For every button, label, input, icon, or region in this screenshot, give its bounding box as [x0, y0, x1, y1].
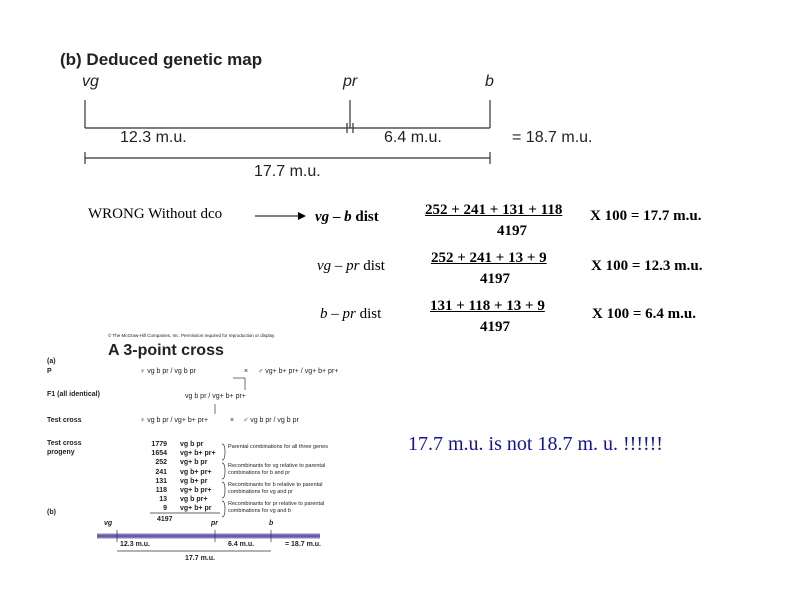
copyright: © The McGraw-Hill Companies, Inc. Permis… — [108, 333, 276, 338]
brace-label: Parental combinations for all three gene… — [228, 444, 328, 450]
distance-label: 12.3 m.u. — [120, 129, 187, 146]
dash: – — [332, 209, 341, 225]
genotype: vg b pr / vg+ b+ pr+ — [185, 393, 246, 400]
gene-label: pr — [211, 520, 218, 527]
distance-label: 6.4 m.u. — [228, 541, 255, 548]
gene: vg — [317, 258, 332, 274]
progeny-count: 13 — [159, 496, 167, 504]
row-label: Test cross progeny — [47, 440, 82, 457]
distance-sum: = 18.7 m.u. — [285, 541, 321, 548]
progeny-genotype: vg+ b pr+ — [180, 487, 212, 494]
conclusion: 17.7 m.u. is not 18.7 m. u. !!!!!! — [408, 433, 663, 455]
progeny-count: 241 — [155, 468, 167, 476]
result: X 100 = 6.4 m.u. — [592, 306, 696, 322]
dash: – — [331, 306, 339, 322]
denominator: 4197 — [480, 319, 510, 335]
progeny-genotype: vg b pr+ — [180, 496, 208, 504]
brace-label: Recombinants for vg relative to parental… — [228, 463, 326, 476]
distance-name: vg – pr dist — [317, 259, 385, 274]
progeny-genotype: vg b+ pr — [180, 477, 208, 485]
distance-label: 6.4 m.u. — [384, 129, 442, 146]
word: dist — [359, 306, 382, 322]
gene-label: vg — [82, 73, 99, 90]
map-title: (b) Deduced genetic map — [60, 50, 263, 69]
gene-label: b — [485, 73, 494, 90]
progeny-genotype: vg b pr — [180, 441, 204, 448]
gene: b — [344, 209, 352, 225]
progeny-count: 118 — [155, 487, 167, 494]
distance-total: 17.7 m.u. — [185, 555, 215, 562]
map-lines — [84, 100, 491, 164]
row-label: Test cross — [47, 417, 82, 424]
progeny-total: 4197 — [157, 516, 173, 523]
panel-label: (b) — [47, 509, 56, 516]
dash: – — [334, 258, 343, 274]
result: X 100 = 17.7 m.u. — [590, 208, 702, 224]
progeny-genotype: vg+ b+ pr+ — [180, 450, 216, 458]
genotype: ♀ vg b pr / vg b pr — [140, 368, 196, 375]
gene: pr — [346, 258, 360, 274]
cross-sign: × — [244, 368, 249, 375]
distance-total: 17.7 m.u. — [254, 163, 321, 180]
distance-name: b – pr dist — [320, 307, 381, 322]
distance-sum: = 18.7 m.u. — [512, 129, 593, 146]
progeny-genotype: vg+ b+ pr — [180, 505, 212, 513]
gene: b — [320, 306, 328, 322]
genotype: ♀ vg b pr / vg+ b+ pr+ — [140, 417, 209, 424]
row-label: F1 (all identical) — [47, 391, 100, 398]
numerator: 131 + 118 + 13 + 9 — [430, 298, 545, 314]
gene-label: pr — [343, 73, 358, 90]
progeny-genotype: vg+ b pr — [180, 459, 208, 467]
progeny-count: 9 — [163, 505, 167, 513]
gene: pr — [342, 306, 356, 322]
progeny-genotype: vg b+ pr+ — [180, 468, 212, 476]
brace-label: Recombinants for b relative to parental … — [228, 482, 323, 495]
row-label: P — [47, 368, 52, 375]
figure-title: A 3-point cross — [108, 342, 224, 359]
distance-label: 12.3 m.u. — [120, 541, 150, 548]
genotype: ♂ vg b pr / vg b pr — [243, 417, 299, 424]
progeny-count: 252 — [155, 459, 167, 467]
brace-label: Recombinants for pr relative to parental… — [228, 501, 325, 514]
word: dist — [363, 258, 385, 274]
distance-name: vg – b dist — [315, 210, 379, 225]
numerator: 252 + 241 + 13 + 9 — [431, 250, 547, 266]
numerator: 252 + 241 + 131 + 118 — [425, 202, 563, 218]
gene-label: vg — [104, 520, 113, 527]
panel-label: (a) — [47, 358, 56, 365]
figure-lines — [97, 377, 320, 552]
denominator: 4197 — [497, 223, 527, 239]
result: X 100 = 12.3 m.u. — [591, 258, 703, 274]
gene: vg — [315, 209, 330, 225]
denominator: 4197 — [480, 271, 510, 287]
progeny-count: 131 — [155, 477, 167, 485]
word: dist — [355, 209, 379, 225]
arrow — [255, 212, 306, 220]
genotype: ♂ vg+ b+ pr+ / vg+ b+ pr+ — [258, 368, 339, 375]
gene-label: b — [269, 520, 274, 527]
progeny-count: 1654 — [151, 450, 167, 458]
progeny-count: 1779 — [151, 441, 167, 448]
cross-sign: × — [230, 417, 235, 424]
note: WRONG Without dco — [88, 206, 223, 222]
